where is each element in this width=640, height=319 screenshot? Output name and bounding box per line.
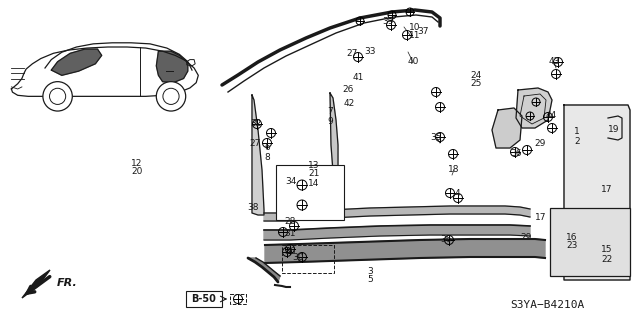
Text: 33: 33 [364, 48, 376, 56]
Text: 3: 3 [367, 266, 373, 276]
Text: 16: 16 [566, 233, 578, 241]
Text: 32: 32 [250, 120, 262, 129]
Text: 1: 1 [574, 128, 580, 137]
Text: 6: 6 [264, 144, 270, 152]
Text: 40: 40 [407, 57, 419, 66]
Text: 11: 11 [409, 32, 420, 41]
Polygon shape [252, 95, 264, 215]
Text: 36: 36 [510, 149, 522, 158]
Polygon shape [264, 206, 530, 221]
Polygon shape [22, 270, 50, 298]
Circle shape [43, 82, 72, 111]
Text: 23: 23 [566, 241, 578, 250]
Bar [276, 165, 344, 220]
Text: 19: 19 [608, 125, 620, 135]
Text: 12: 12 [131, 159, 143, 167]
Text: 34: 34 [285, 176, 297, 186]
Bar [186, 291, 222, 307]
Text: 4: 4 [454, 189, 460, 197]
Polygon shape [51, 49, 102, 75]
Text: 36: 36 [440, 235, 452, 244]
Bar [282, 245, 334, 273]
Text: 44: 44 [545, 112, 557, 121]
Polygon shape [12, 47, 198, 96]
Bar [550, 208, 630, 276]
Text: 13: 13 [308, 160, 320, 169]
Text: 9: 9 [327, 116, 333, 125]
Text: 28: 28 [284, 218, 296, 226]
Text: 35: 35 [430, 132, 442, 142]
Text: B-50: B-50 [191, 294, 216, 304]
Text: 22: 22 [602, 255, 612, 263]
Text: 43: 43 [548, 57, 560, 66]
Text: 17: 17 [535, 213, 547, 222]
Text: 8: 8 [264, 152, 270, 161]
Text: 30: 30 [292, 254, 304, 263]
Text: 2: 2 [574, 137, 580, 146]
Text: 24: 24 [470, 70, 482, 79]
Text: 36: 36 [284, 248, 296, 256]
Text: 17: 17 [601, 186, 612, 195]
Text: 42: 42 [344, 99, 355, 108]
Polygon shape [156, 51, 188, 83]
Text: 38: 38 [247, 203, 259, 211]
Polygon shape [330, 93, 338, 185]
Text: 29: 29 [520, 233, 532, 241]
Text: 14: 14 [308, 179, 320, 188]
Text: 15: 15 [601, 246, 612, 255]
Text: 27: 27 [250, 138, 260, 147]
Text: FR.: FR. [57, 278, 77, 288]
Polygon shape [564, 105, 630, 280]
Text: 27: 27 [346, 49, 358, 58]
Polygon shape [492, 108, 522, 148]
Polygon shape [248, 258, 280, 282]
Text: 21: 21 [308, 169, 320, 179]
Text: 5: 5 [367, 276, 373, 285]
Text: 37: 37 [417, 27, 429, 36]
Text: 7: 7 [327, 108, 333, 116]
Polygon shape [516, 88, 552, 128]
Bar [230, 294, 246, 304]
Text: 31: 31 [284, 229, 296, 239]
Text: S3YA−B4210A: S3YA−B4210A [510, 300, 584, 310]
Text: 39: 39 [382, 18, 394, 26]
Text: 18: 18 [448, 166, 460, 174]
Circle shape [156, 82, 186, 111]
Text: 29: 29 [534, 139, 546, 149]
Text: 26: 26 [342, 85, 354, 93]
Text: 10: 10 [409, 23, 420, 32]
Text: 41: 41 [352, 72, 364, 81]
Text: 25: 25 [470, 79, 482, 88]
Text: 20: 20 [131, 167, 143, 176]
Polygon shape [264, 225, 530, 240]
Polygon shape [265, 239, 545, 263]
